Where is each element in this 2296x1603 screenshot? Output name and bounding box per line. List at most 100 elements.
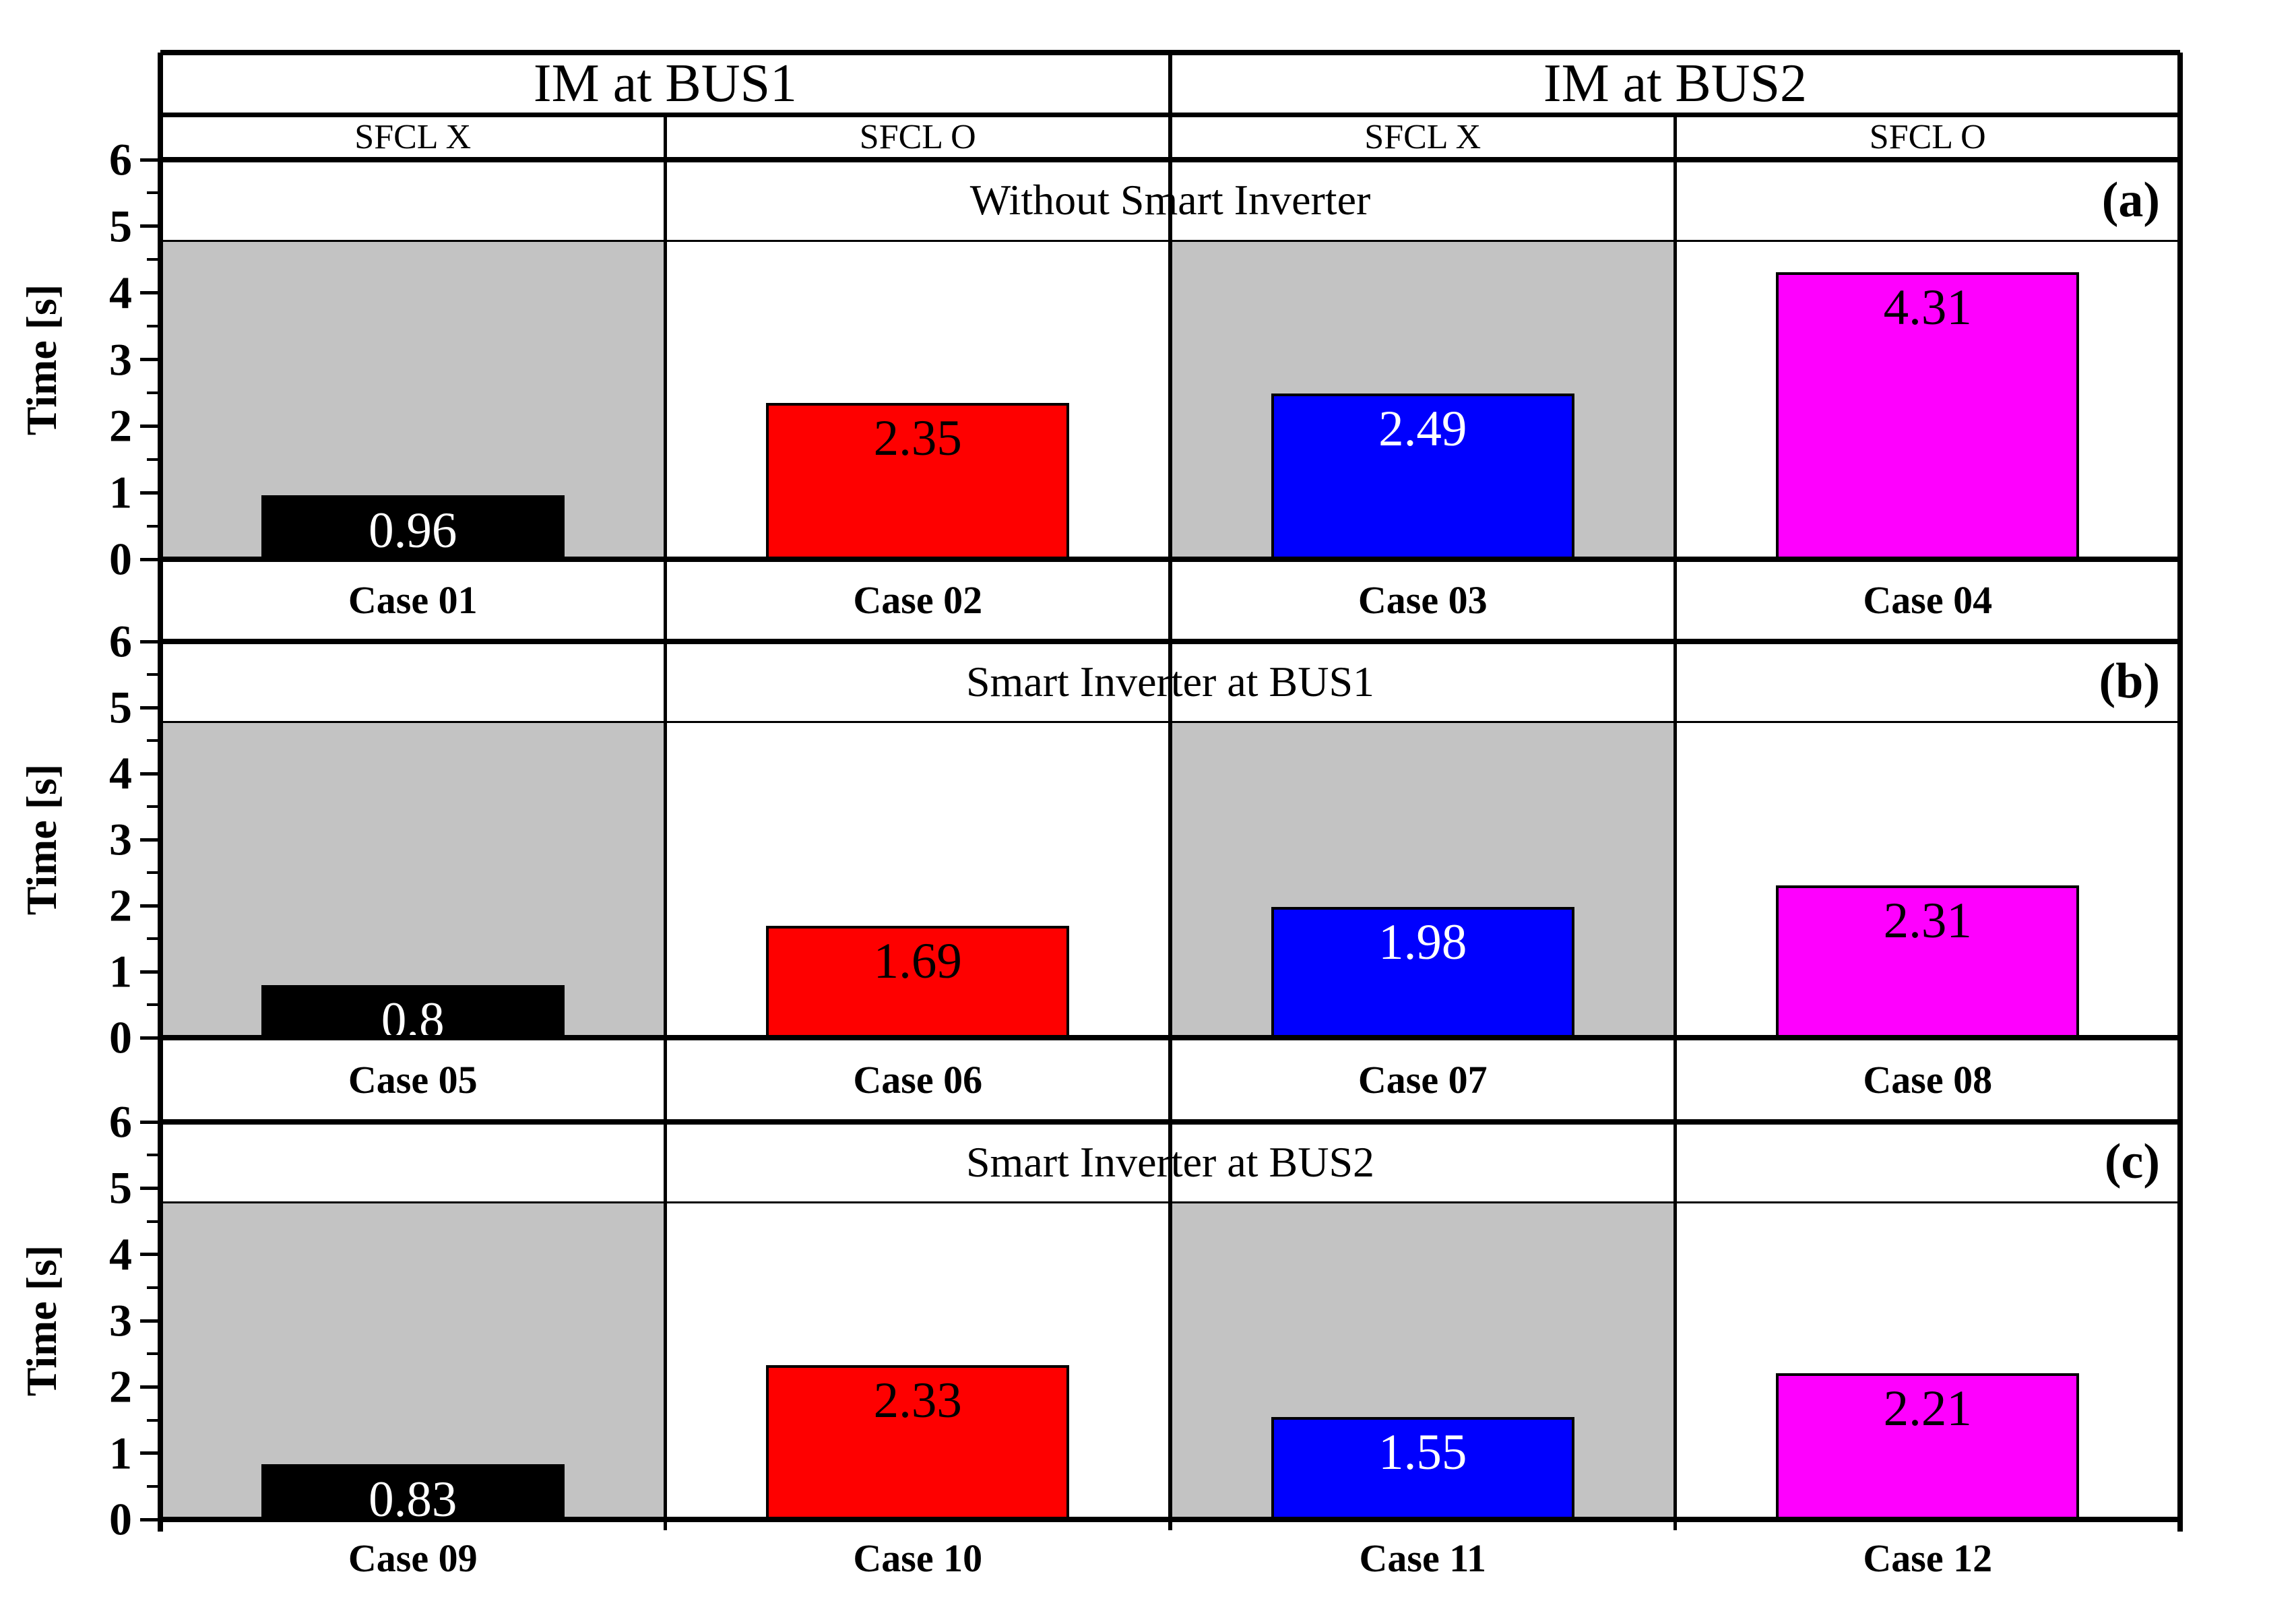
y-axis-title: Time [s] (18, 1245, 65, 1397)
y-tick-label: 4 (109, 1228, 132, 1280)
x-category-label: Case 11 (1359, 1536, 1487, 1580)
y-major-tick (140, 1517, 158, 1521)
bar-value-label: 2.35 (873, 410, 962, 466)
x-category-label: Case 04 (1863, 578, 1993, 622)
y-tick-label: 1 (109, 1427, 132, 1479)
y-tick-label: 6 (109, 1096, 132, 1148)
x-tick (664, 559, 667, 570)
y-tick-label: 4 (109, 267, 132, 319)
x-tick (1673, 1038, 1677, 1048)
y-major-tick (140, 1451, 158, 1455)
y-tick-label: 0 (109, 533, 132, 585)
y-major-tick (140, 158, 158, 162)
x-category-label: Case 06 (853, 1057, 983, 1102)
y-major-tick (140, 1036, 158, 1040)
group-header-label: IM at BUS2 (1543, 54, 1808, 113)
x-tick (664, 1038, 667, 1048)
y-major-tick (140, 1385, 158, 1389)
bar-value-label: 2.49 (1378, 400, 1467, 457)
x-category-label: Case 07 (1358, 1057, 1488, 1102)
x-tick (158, 559, 162, 570)
y-minor-tick (147, 805, 158, 808)
y-minor-tick (147, 1352, 158, 1356)
bar-case-04 (1776, 272, 2080, 559)
y-major-tick (140, 1253, 158, 1257)
y-tick-label: 1 (109, 945, 132, 997)
x-tick (2178, 1519, 2182, 1530)
bar-value-label: 1.55 (1378, 1424, 1467, 1480)
frame-right-line (2177, 53, 2183, 1532)
panel-title: Smart Inverter at BUS2 (965, 1138, 1375, 1186)
y-tick-label: 4 (109, 747, 132, 799)
y-tick-label: 6 (109, 615, 132, 667)
y-tick-label: 2 (109, 400, 132, 451)
subgroup-header-label: SFCL X (1364, 118, 1481, 156)
subgroup-header-label: SFCL O (859, 118, 976, 156)
bar-value-label: 2.33 (873, 1372, 962, 1428)
bar-value-label: 0.96 (369, 503, 457, 559)
y-minor-tick (147, 1418, 158, 1422)
x-category-label: Case 02 (853, 578, 983, 622)
bar-value-label: 4.31 (1883, 280, 1972, 336)
y-minor-tick (147, 458, 158, 461)
y-major-tick (140, 424, 158, 428)
column-divider-line (664, 115, 667, 1530)
y-axis-title: Time [s] (18, 763, 65, 916)
y-tick-label: 3 (109, 813, 132, 865)
y-minor-tick (147, 524, 158, 528)
x-category-label: Case 10 (853, 1536, 983, 1580)
bar-value-label: 2.21 (1883, 1380, 1972, 1437)
panel-title: Without Smart Inverter (969, 176, 1371, 224)
x-category-label: Case 05 (348, 1057, 478, 1102)
group-header-label: IM at BUS1 (533, 54, 798, 113)
x-tick (1168, 1038, 1172, 1048)
y-tick-label: 2 (109, 1360, 132, 1412)
x-tick (664, 1519, 667, 1530)
y-minor-tick (147, 258, 158, 261)
x-tick (2178, 1038, 2182, 1048)
y-major-tick (140, 772, 158, 776)
y-tick-label: 5 (109, 200, 132, 252)
x-tick (1673, 1519, 1677, 1530)
bar-value-label: 0.8 (381, 992, 445, 1048)
bar-value-label: 1.98 (1378, 914, 1467, 970)
y-minor-tick (147, 673, 158, 676)
y-axis-title: Time [s] (18, 284, 65, 435)
y-axis-spine (158, 53, 163, 1532)
y-tick-label: 5 (109, 681, 132, 733)
y-major-tick (140, 291, 158, 295)
y-tick-label: 0 (109, 1493, 132, 1545)
y-minor-tick (147, 1484, 158, 1488)
y-major-tick (140, 970, 158, 974)
y-minor-tick (147, 739, 158, 742)
x-category-label: Case 08 (1863, 1057, 1993, 1102)
y-major-tick (140, 705, 158, 710)
panel-tag: (b) (2099, 654, 2160, 709)
y-major-tick (140, 1319, 158, 1323)
x-category-label: Case 03 (1358, 578, 1488, 622)
y-major-tick (140, 358, 158, 361)
y-major-tick (140, 1120, 158, 1124)
y-major-tick (140, 224, 158, 228)
column-divider-line (1673, 115, 1677, 1530)
y-major-tick (140, 557, 158, 561)
y-major-tick (140, 904, 158, 908)
x-tick (1168, 559, 1172, 570)
x-tick (158, 1038, 162, 1048)
y-minor-tick (147, 937, 158, 940)
y-minor-tick (147, 391, 158, 394)
y-tick-label: 3 (109, 1294, 132, 1346)
y-major-tick (140, 639, 158, 643)
y-minor-tick (147, 1154, 158, 1157)
y-major-tick (140, 838, 158, 842)
bus-group-divider-line (1168, 53, 1172, 1530)
y-major-tick (140, 1186, 158, 1190)
x-tick (1168, 1519, 1172, 1530)
x-tick (158, 1519, 162, 1530)
subgroup-header-label: SFCL X (354, 118, 472, 156)
y-minor-tick (147, 871, 158, 874)
y-minor-tick (147, 191, 158, 195)
y-minor-tick (147, 1220, 158, 1223)
y-tick-label: 2 (109, 879, 132, 931)
